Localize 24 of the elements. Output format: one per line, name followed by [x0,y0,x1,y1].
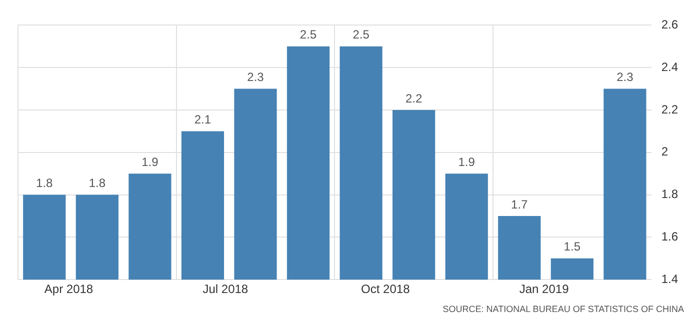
data-label: 2.1 [194,112,212,127]
y-tick-label: 1.4 [661,272,678,286]
y-tick-label: 1.6 [661,230,678,244]
x-tick-label: Apr 2018 [44,282,94,296]
data-label: 2.3 [247,70,264,84]
data-label: 1.9 [458,154,476,169]
y-tick-label: 2.6 [661,18,678,32]
data-label: 2.2 [405,91,422,106]
data-label: 2.5 [352,28,370,42]
x-tick-label: Oct 2018 [361,282,410,296]
data-label: 2.5 [300,28,317,42]
y-tick-label: 2 [661,144,668,159]
data-label: 1.9 [142,154,159,169]
y-tick-label: 1.8 [661,187,678,202]
x-tick-label: Jul 2018 [202,282,248,296]
data-label: 1.7 [511,197,528,212]
y-tick-label: 2.2 [661,102,678,116]
data-label: 2.3 [616,70,634,84]
data-label: 1.5 [564,240,581,254]
source-note: SOURCE: NATIONAL BUREAU OF STATISTICS OF CHINA [442,304,684,314]
data-label: 1.8 [88,176,106,190]
data-label: 1.8 [36,176,54,190]
x-tick-label: Jan 2019 [519,282,570,296]
y-tick-label: 2.4 [661,60,678,74]
